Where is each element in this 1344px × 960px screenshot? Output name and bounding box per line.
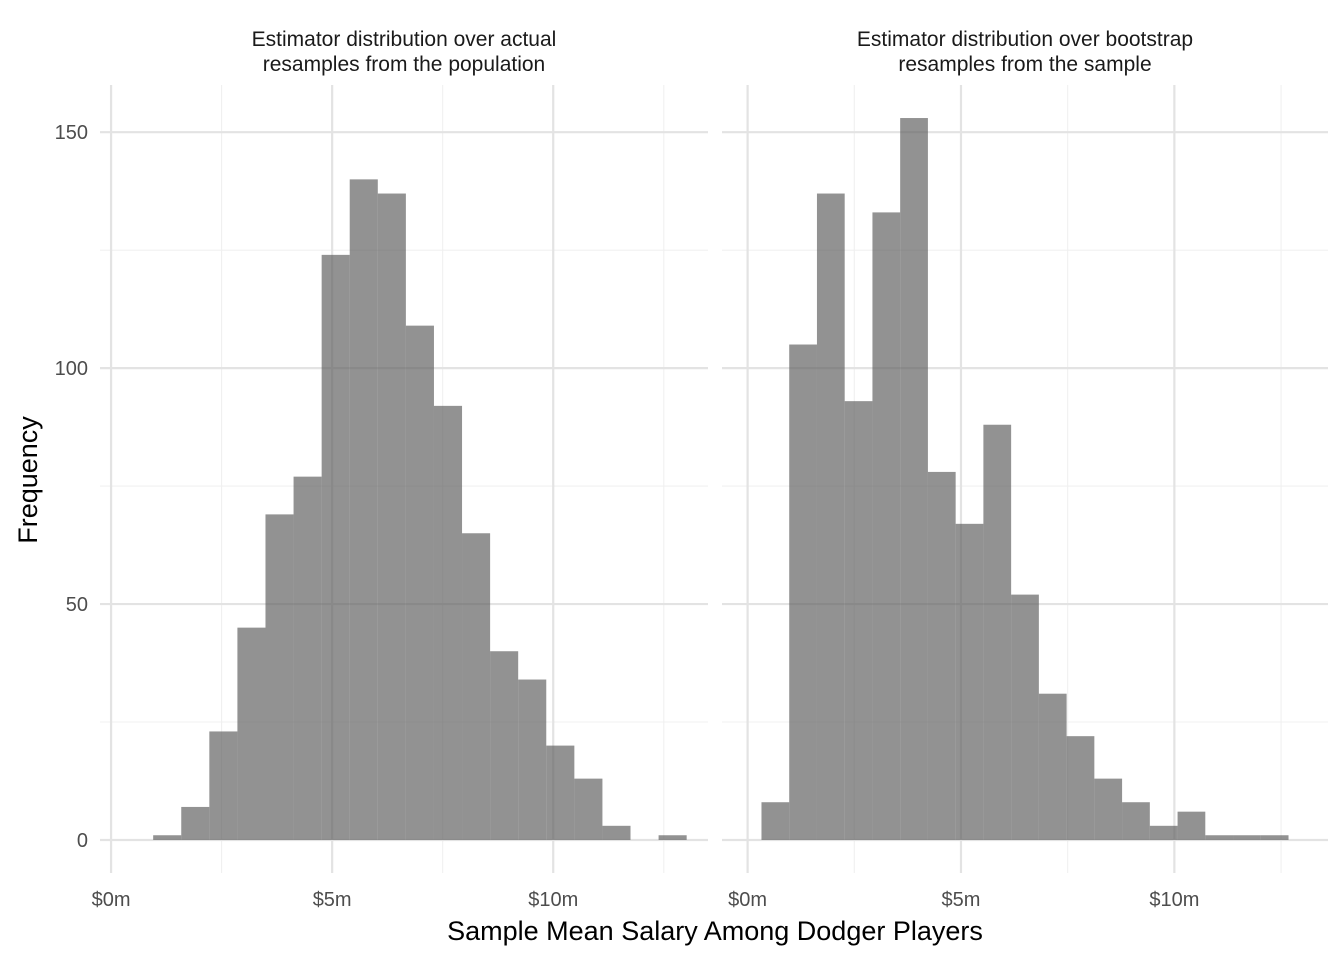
histogram-bar xyxy=(377,193,406,840)
histogram-bar xyxy=(153,835,182,840)
histogram-bar xyxy=(1177,811,1206,840)
histogram-bar xyxy=(816,193,845,840)
x-tick-label: $10m xyxy=(528,889,578,911)
histogram-bar xyxy=(546,745,575,840)
x-axis-title: Sample Mean Salary Among Dodger Players xyxy=(447,916,983,946)
panel-title-line: resamples from the sample xyxy=(898,53,1151,76)
panel-2: $0m $5m $10m Estimator distribution over bo… xyxy=(722,28,1328,911)
panel-1: $0m $5m $10m 0 50 100 150 Estimator distributio… xyxy=(55,28,708,911)
y-tick-label: 100 xyxy=(55,358,88,380)
panel-title-line: Estimator distribution over actual xyxy=(252,28,557,51)
histogram-bar xyxy=(574,778,603,840)
histogram-bar xyxy=(1233,835,1261,840)
histogram-bar xyxy=(983,424,1012,840)
histogram-bar xyxy=(658,835,687,840)
histogram-bar xyxy=(405,325,434,840)
histogram-bar xyxy=(1149,825,1178,840)
x-tick-label: $0m xyxy=(92,889,131,911)
histogram-bar xyxy=(761,802,790,840)
histogram-bar xyxy=(237,627,266,840)
histogram-bar xyxy=(872,212,901,840)
histogram-bar xyxy=(1260,835,1289,840)
histogram-bar xyxy=(293,476,322,840)
histogram-bar xyxy=(433,405,463,840)
x-tick-label: $0m xyxy=(728,889,767,911)
histogram-bar xyxy=(349,179,378,840)
y-axis-title: Frequency xyxy=(13,416,43,544)
histogram-bar xyxy=(789,344,817,840)
y-tick-label: 50 xyxy=(66,594,88,616)
histogram-bar xyxy=(602,825,631,840)
histogram-bar xyxy=(900,118,928,840)
y-tick-label: 150 xyxy=(55,122,88,144)
histogram-bar xyxy=(927,471,956,840)
histogram-bar xyxy=(181,806,210,840)
histogram-bar xyxy=(1066,736,1095,840)
histogram-bar xyxy=(209,731,238,840)
histogram-bar xyxy=(265,514,294,840)
panel-title-line: resamples from the population xyxy=(263,53,546,76)
y-tick-label: 0 xyxy=(77,830,88,852)
histogram-bar xyxy=(1205,835,1234,840)
histogram-bar xyxy=(955,523,984,840)
panel-title-line: Estimator distribution over bootstrap xyxy=(857,28,1193,51)
histogram-bar xyxy=(1122,802,1150,840)
histogram-bar xyxy=(1011,594,1039,840)
histogram-bar xyxy=(490,651,519,840)
histogram-bar xyxy=(518,679,547,840)
x-tick-label: $5m xyxy=(313,889,352,911)
histogram-bar xyxy=(462,533,491,840)
x-tick-label: $5m xyxy=(942,889,981,911)
histogram-bar xyxy=(1094,778,1123,840)
x-tick-label: $10m xyxy=(1149,889,1199,911)
histogram-bar xyxy=(844,401,873,840)
histogram-bar xyxy=(321,254,350,840)
histogram-bar xyxy=(1038,693,1067,840)
